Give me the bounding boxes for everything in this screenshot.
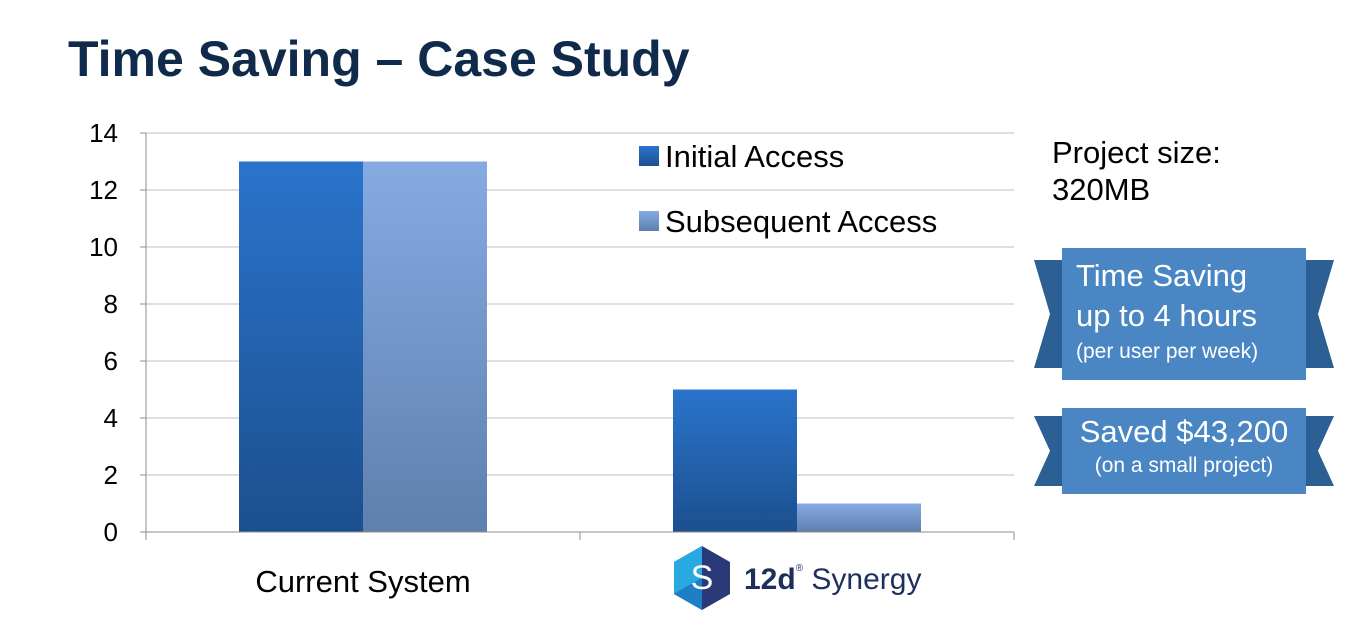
logo-product: Synergy — [811, 563, 922, 596]
tick-labels: 0 2 4 6 8 10 12 14 Current System — [89, 118, 471, 599]
logo-brand: 12d — [744, 563, 796, 596]
cost-saving-note: (on a small project) — [1094, 454, 1274, 477]
cost-saving-banner: Saved $43,200 (on a small project) — [1034, 408, 1334, 494]
project-size-note: Project size: 320MB — [1052, 134, 1221, 208]
bar-subsequent-1 — [797, 503, 921, 532]
y-tick-label: 0 — [104, 517, 118, 547]
bar-initial-1 — [673, 389, 797, 532]
bar-chart: 0 2 4 6 8 10 12 14 Current System Initial Access… — [89, 118, 1015, 599]
legend-label-0: Initial Access — [665, 139, 844, 174]
bars — [239, 161, 921, 532]
logo-registered: ® — [795, 563, 804, 574]
legend-swatch-0 — [639, 146, 659, 166]
time-saving-heading: Time Saving — [1076, 258, 1248, 293]
legend: Initial Access Subsequent Access — [639, 139, 937, 239]
time-saving-banner: Time Saving up to 4 hours (per user per … — [1034, 248, 1334, 380]
y-tick-label: 2 — [104, 460, 118, 490]
axes — [140, 132, 1015, 540]
12d-synergy-logo: S 12d® Synergy — [672, 545, 932, 611]
logo-wordmark: 12d® Synergy — [744, 563, 921, 597]
time-saving-amount: up to 4 hours — [1076, 298, 1257, 333]
y-tick-label: 10 — [89, 232, 118, 262]
page-title: Time Saving – Case Study — [68, 31, 690, 87]
project-size-label: Project size: — [1052, 135, 1221, 170]
project-size-value: 320MB — [1052, 172, 1151, 207]
legend-label-1: Subsequent Access — [665, 204, 937, 239]
y-tick-label: 12 — [89, 175, 118, 205]
banner-body: Time Saving up to 4 hours (per user per … — [1062, 248, 1306, 380]
y-tick-label: 8 — [104, 289, 118, 319]
bar-subsequent-0 — [363, 161, 487, 532]
legend-swatch-1 — [639, 211, 659, 231]
y-tick-label: 6 — [104, 346, 118, 376]
y-tick-label: 4 — [104, 403, 118, 433]
12d-synergy-hexagon-icon: S — [674, 546, 730, 610]
y-tick-label: 14 — [89, 118, 118, 148]
cost-saving-amount: Saved $43,200 — [1079, 414, 1289, 449]
bar-initial-0 — [239, 161, 363, 532]
time-saving-note: (per user per week) — [1076, 340, 1259, 363]
x-category-label: Current System — [255, 564, 470, 599]
logo-letter: S — [691, 559, 714, 597]
banner-body: Saved $43,200 (on a small project) — [1062, 408, 1306, 494]
